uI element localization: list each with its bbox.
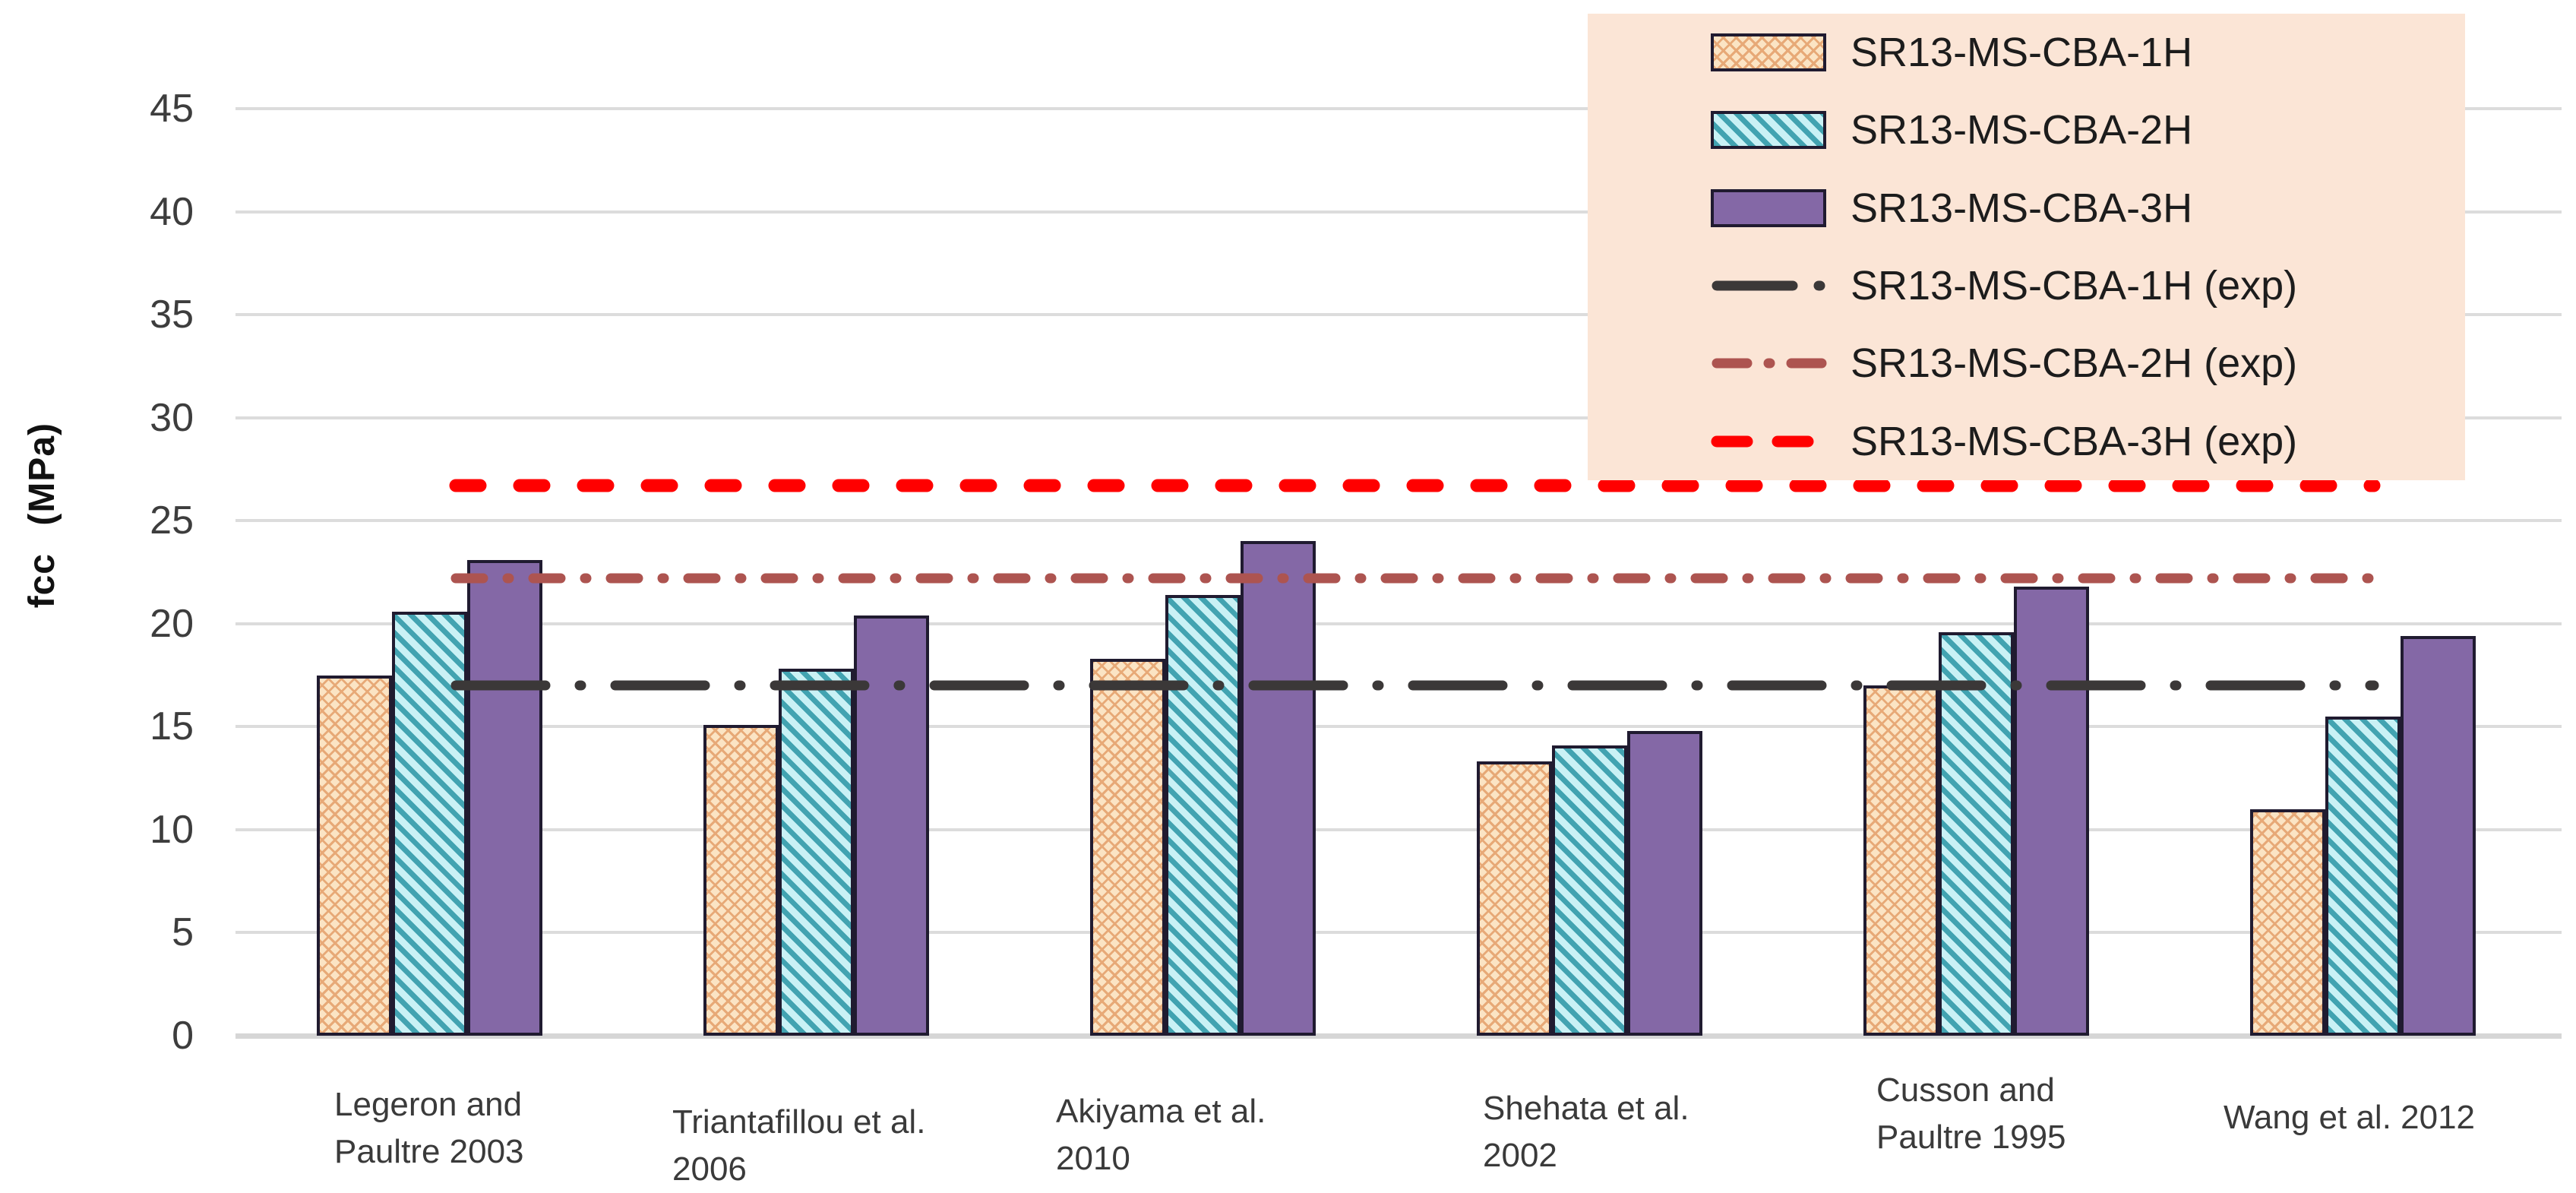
bar-series3-group4 [1627, 731, 1702, 1036]
legend-item: SR13-MS-CBA-2H [1588, 91, 2465, 169]
bar-series3-group5 [2014, 587, 2089, 1036]
legend-item-label: SR13-MS-CBA-2H [1851, 107, 2193, 153]
legend-bar-swatch-icon [1711, 33, 1826, 72]
bar-series1-group1 [317, 676, 392, 1036]
bar-series2-group2 [779, 669, 854, 1036]
x-category-label: Shehata et al. 2002 [1483, 1085, 1689, 1179]
legend-swatch [1711, 353, 1840, 373]
y-axis-title: fcc (MPa) [22, 422, 62, 609]
y-tick-label: 45 [150, 87, 194, 131]
bar-series2-group1 [392, 612, 467, 1036]
bar-series1-group4 [1477, 761, 1552, 1036]
x-category-label: Cusson and Paultre 1995 [1876, 1067, 2066, 1161]
legend-line-swatch-icon [1712, 280, 1840, 291]
bar-series2-group6 [2325, 717, 2401, 1036]
x-category-label: Wang et al. 2012 [2224, 1094, 2475, 1141]
legend-item: SR13-MS-CBA-1H (exp) [1588, 247, 2465, 324]
bar-series1-group6 [2250, 809, 2325, 1036]
x-category-label: Legeron and Paultre 2003 [334, 1081, 524, 1176]
legend-item-label: SR13-MS-CBA-1H (exp) [1851, 263, 2298, 309]
y-tick-label: 5 [172, 910, 194, 954]
gridline [235, 416, 2562, 419]
gridline [235, 931, 2562, 934]
y-tick-label: 30 [150, 396, 194, 440]
legend-item-label: SR13-MS-CBA-3H (exp) [1851, 418, 2298, 464]
gridline [235, 725, 2562, 728]
y-tick-label: 10 [150, 808, 194, 852]
x-category-label-line: 2002 [1483, 1137, 1557, 1174]
gridline [235, 622, 2562, 625]
x-category-label-line: 2006 [672, 1150, 747, 1188]
x-category-label-line: Cusson and [1876, 1071, 2055, 1109]
x-category-label-line: Paultre 2003 [334, 1133, 524, 1170]
bar-series3-group6 [2401, 636, 2476, 1036]
legend-item-label: SR13-MS-CBA-1H [1851, 30, 2193, 76]
x-category-label-line: Shehata et al. [1483, 1090, 1689, 1127]
x-category-label-line: Legeron and [334, 1086, 523, 1123]
y-tick-label: 40 [150, 190, 194, 234]
legend-item: SR13-MS-CBA-2H (exp) [1588, 324, 2465, 402]
x-category-label: Akiyama et al. 2010 [1056, 1088, 1266, 1182]
legend-item-label: SR13-MS-CBA-3H [1851, 185, 2193, 231]
gridline [235, 828, 2562, 831]
bar-chart: fcc (MPa) 45 40 35 30 25 20 15 10 5 0 Legeron and P… [22, 14, 2562, 1188]
bar-series2-group5 [1939, 632, 2014, 1036]
x-axis-line [235, 1033, 2562, 1039]
legend-swatch [1711, 33, 1840, 72]
legend-item: SR13-MS-CBA-3H (exp) [1588, 403, 2465, 480]
legend-swatch [1711, 432, 1840, 451]
legend-line-swatch-icon [1711, 435, 1840, 448]
y-tick-label: 15 [150, 704, 194, 748]
x-category-label-line: Wang et al. 2012 [2224, 1099, 2476, 1136]
legend-bar-swatch-icon [1711, 111, 1826, 150]
legend-swatch [1711, 188, 1840, 227]
y-tick-label: 0 [172, 1014, 194, 1058]
bar-series3-group3 [1241, 541, 1316, 1036]
gridline [235, 107, 2562, 110]
y-tick-label: 25 [150, 498, 194, 543]
legend-line-swatch-icon [1712, 358, 1840, 369]
gridline [235, 210, 2562, 214]
y-tick-label: 35 [150, 293, 194, 337]
bar-series3-group1 [467, 560, 542, 1036]
x-category-label-line: Akiyama et al. [1056, 1093, 1266, 1130]
x-category-label: Triantafillou et al. 2006 [672, 1099, 925, 1193]
gridline [235, 519, 2562, 522]
legend-bar-swatch-icon [1711, 188, 1826, 227]
bar-series3-group2 [854, 615, 929, 1036]
legend: SR13-MS-CBA-1H SR13-MS-CBA-2H SR13-MS-CBA-… [1588, 14, 2465, 480]
bar-series1-group2 [703, 725, 779, 1036]
legend-item: SR13-MS-CBA-3H [1588, 169, 2465, 247]
bar-series2-group3 [1165, 595, 1241, 1036]
x-category-label-line: 2010 [1056, 1140, 1130, 1177]
legend-item-label: SR13-MS-CBA-2H (exp) [1851, 340, 2298, 387]
x-category-label-line: Triantafillou et al. [672, 1103, 926, 1141]
legend-swatch [1711, 111, 1840, 150]
bar-series2-group4 [1552, 745, 1627, 1036]
bar-series1-group3 [1090, 659, 1165, 1036]
bar-series1-group5 [1863, 685, 1939, 1036]
y-tick-label: 20 [150, 602, 194, 646]
legend-item: SR13-MS-CBA-1H [1588, 14, 2465, 91]
x-category-label-line: Paultre 1995 [1876, 1119, 2066, 1156]
gridline [235, 313, 2562, 316]
legend-swatch [1711, 276, 1840, 296]
